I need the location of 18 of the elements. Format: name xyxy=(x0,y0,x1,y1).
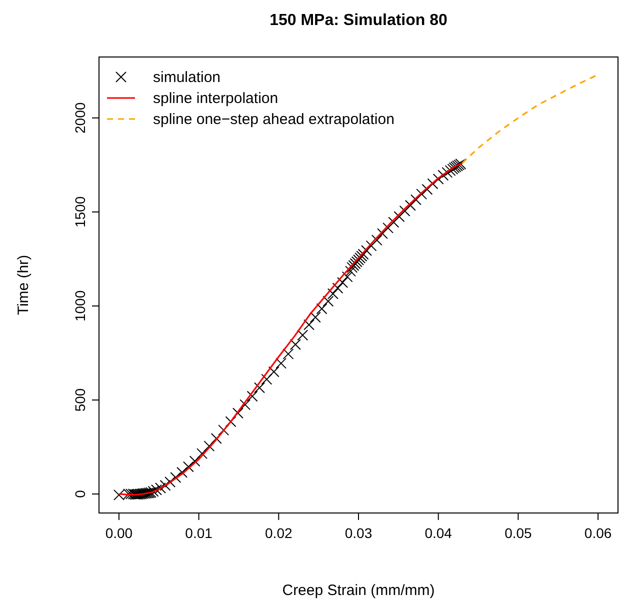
y-tick-label: 1000 xyxy=(72,290,88,322)
y-tick-label: 0 xyxy=(72,490,88,498)
x-tick-label: 0.02 xyxy=(265,525,292,541)
y-tick-label: 1500 xyxy=(72,196,88,228)
y-axis-title: Time (hr) xyxy=(15,254,32,316)
x-tick-label: 0.01 xyxy=(185,525,213,541)
legend-label: simulation xyxy=(153,69,221,86)
x-tick-label: 0.00 xyxy=(105,525,133,541)
chart-title: 150 MPa: Simulation 80 xyxy=(270,12,448,29)
x-tick-label: 0.06 xyxy=(584,525,612,541)
legend-label: spline one−step ahead extrapolation xyxy=(153,111,394,128)
x-axis-title: Creep Strain (mm/mm) xyxy=(282,582,435,599)
y-tick-label: 500 xyxy=(72,388,88,412)
legend-label: spline interpolation xyxy=(153,90,278,107)
x-tick-label: 0.03 xyxy=(344,525,372,541)
x-tick-label: 0.05 xyxy=(504,525,532,541)
x-tick-label: 0.04 xyxy=(424,525,452,541)
y-tick-label: 2000 xyxy=(72,102,88,134)
